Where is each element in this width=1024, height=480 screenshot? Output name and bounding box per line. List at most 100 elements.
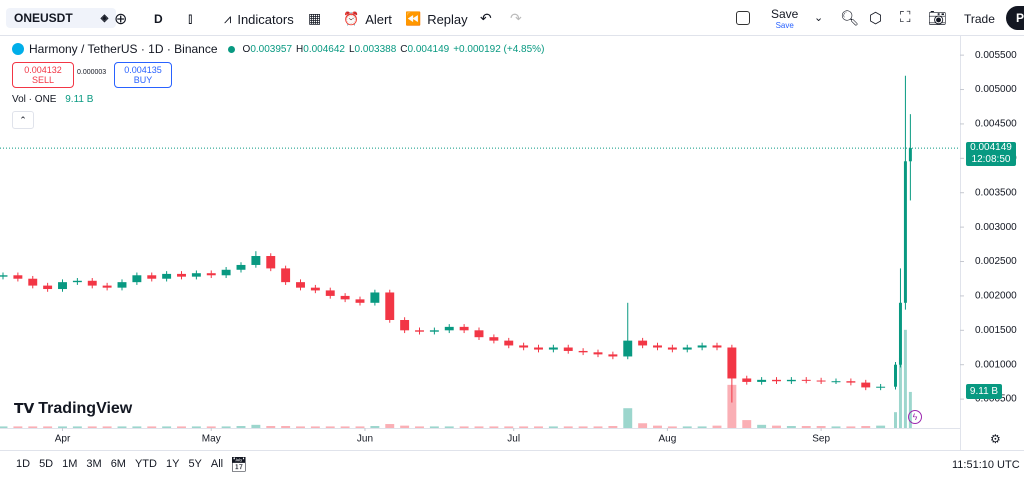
compare-button[interactable]: ⊕ bbox=[114, 11, 128, 28]
volume-bar bbox=[251, 424, 261, 428]
indicators-button[interactable]: ⩘ Indicators bbox=[224, 11, 294, 27]
range-button[interactable]: 6M bbox=[110, 458, 126, 470]
volume-legend: Vol · ONE 9.11 B bbox=[12, 94, 93, 105]
candle-body bbox=[876, 386, 886, 388]
volume-bar bbox=[177, 426, 186, 428]
volume-bar bbox=[13, 426, 23, 428]
volume-bar bbox=[846, 426, 856, 428]
ohlc-c: C0.004149 bbox=[400, 44, 449, 55]
volume-bar bbox=[325, 426, 335, 428]
candle-body bbox=[325, 290, 335, 296]
candle-body bbox=[801, 379, 811, 381]
candle-body bbox=[474, 330, 484, 338]
candle-body bbox=[58, 282, 67, 290]
alert-label: Alert bbox=[365, 11, 392, 27]
candle-body bbox=[429, 330, 439, 332]
alert-icon: ⏰ bbox=[343, 11, 360, 26]
volume-bar bbox=[908, 391, 912, 428]
candle-body bbox=[667, 347, 677, 350]
indicators-label: Indicators bbox=[237, 11, 294, 27]
range-button[interactable]: 1Y bbox=[165, 458, 180, 470]
save-button[interactable]: Save Save bbox=[771, 7, 798, 30]
candle-body bbox=[355, 299, 365, 303]
collapse-legend[interactable]: ⌃ bbox=[12, 111, 34, 129]
x-tick-label: Jul bbox=[507, 434, 520, 445]
candle-body bbox=[206, 273, 216, 276]
symbol: ONEUSDT bbox=[14, 11, 73, 25]
sell-button[interactable]: 0.004132 SELL bbox=[12, 62, 74, 88]
candle-body bbox=[786, 379, 796, 382]
volume-bar bbox=[786, 426, 796, 428]
layout-toggle[interactable] bbox=[736, 11, 756, 30]
candle-body bbox=[831, 381, 841, 383]
volume-bar bbox=[444, 426, 454, 428]
symbol-search[interactable]: ONEUSDT ◈ bbox=[6, 8, 117, 28]
candle-body bbox=[489, 337, 499, 341]
candle-body bbox=[816, 380, 826, 382]
alert-button[interactable]: ⏰ Alert bbox=[343, 11, 392, 27]
indicators-icon: ⩘ bbox=[224, 11, 232, 26]
candle-body bbox=[757, 379, 767, 382]
range-button[interactable]: 1M bbox=[62, 458, 78, 470]
volume-bar bbox=[87, 426, 97, 428]
redo-button[interactable]: ↷ bbox=[510, 10, 522, 26]
trade-button[interactable]: Trade bbox=[964, 12, 995, 26]
volume-bar bbox=[429, 426, 439, 428]
volume-bar bbox=[682, 426, 692, 428]
ohlc-value: 0.003957 bbox=[250, 43, 293, 55]
candle-body bbox=[861, 382, 871, 388]
volume-bar bbox=[400, 425, 410, 428]
sell-price: 0.004132 bbox=[24, 65, 62, 75]
volume-bar bbox=[653, 425, 662, 428]
volume-bar bbox=[132, 426, 142, 428]
plot: 0.000500 0.001000 0.001500 0.002000 0.002500… bbox=[0, 50, 1017, 445]
alerts-icon: ◈ bbox=[100, 12, 109, 24]
market-status bbox=[227, 45, 235, 53]
last-price: 0.004149 bbox=[970, 142, 1012, 154]
fullscreen-button[interactable]: ⛶ bbox=[900, 9, 911, 26]
volume-bar bbox=[474, 426, 484, 428]
save-menu[interactable]: ⌄ bbox=[814, 12, 824, 24]
interval-button[interactable]: D bbox=[154, 12, 163, 26]
y-tick-label: 0.001000 bbox=[975, 359, 1017, 370]
snapshot-button[interactable]: 📷︎ bbox=[928, 10, 948, 27]
y-tick-label: 0.001500 bbox=[975, 325, 1017, 336]
buy-button[interactable]: 0.004135 BUY bbox=[114, 62, 172, 88]
candle-body bbox=[400, 319, 410, 331]
date-range-button[interactable]: 📅︎ bbox=[230, 456, 248, 472]
volume-bar bbox=[861, 426, 871, 428]
settings-button[interactable]: ⬡ bbox=[869, 10, 883, 27]
candle-body bbox=[385, 292, 395, 320]
replay-button[interactable]: ⏪ Replay bbox=[405, 11, 468, 27]
volume-axis-label: 9.11 B bbox=[966, 384, 1002, 399]
ohlc-o: O0.003957 bbox=[243, 44, 293, 55]
volume-bar bbox=[894, 412, 897, 428]
candle-body bbox=[578, 350, 588, 353]
range-button[interactable]: 5D bbox=[39, 458, 54, 470]
range-bar: 1D 5D 1M 3M 6M YTD 1Y 5Y All bbox=[16, 458, 223, 470]
volume-bar bbox=[534, 426, 543, 428]
range-button[interactable]: All bbox=[210, 458, 224, 470]
candle-body bbox=[340, 295, 350, 300]
quick-search[interactable]: 🔍︎ bbox=[840, 10, 860, 27]
volume-bar bbox=[876, 425, 886, 428]
volume-value: 9.11 B bbox=[65, 94, 94, 105]
x-tick-label: Aug bbox=[659, 434, 677, 445]
volume-bar bbox=[281, 426, 291, 428]
range-button[interactable]: 5Y bbox=[188, 458, 202, 470]
chart-type-button[interactable]: ⫾ bbox=[188, 10, 193, 26]
volume-bar bbox=[355, 426, 365, 428]
range-button[interactable]: YTD bbox=[134, 458, 157, 470]
candle-body bbox=[459, 326, 469, 331]
undo-button[interactable]: ↶ bbox=[480, 10, 492, 26]
range-button[interactable]: 3M bbox=[86, 458, 102, 470]
event-marker[interactable]: ϟ bbox=[908, 410, 922, 424]
ohlc-key: H bbox=[296, 43, 304, 55]
symbol-logo bbox=[12, 43, 24, 55]
layouts-button[interactable]: ▦ bbox=[308, 10, 322, 26]
axis-settings[interactable]: ⚙ bbox=[990, 432, 1001, 446]
candle-body bbox=[310, 287, 320, 291]
range-button[interactable]: 1D bbox=[16, 458, 31, 470]
volume-bar bbox=[385, 424, 395, 428]
publish-button[interactable]: Pu bbox=[1006, 6, 1024, 30]
